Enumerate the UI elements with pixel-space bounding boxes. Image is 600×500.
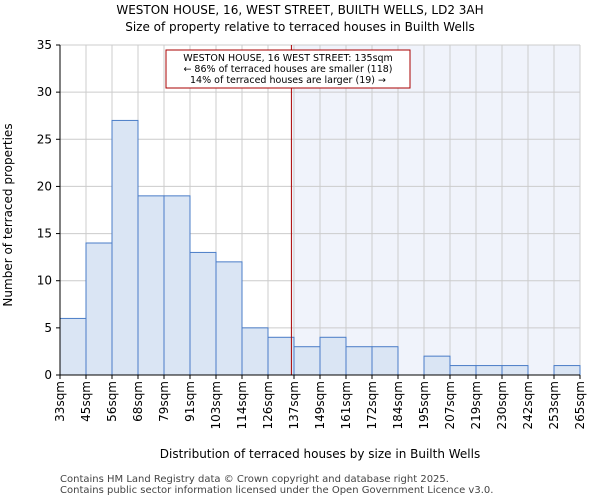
bar-33sqm bbox=[59, 317, 87, 376]
bar-137sqm bbox=[293, 346, 321, 376]
x-tick-label: 253sqm bbox=[547, 381, 561, 429]
gridlines bbox=[59, 44, 581, 376]
x-tick-label: 265sqm bbox=[573, 381, 587, 429]
bar-45sqm bbox=[85, 242, 113, 376]
x-tick-label: 184sqm bbox=[391, 381, 405, 429]
bar-161sqm bbox=[345, 346, 373, 376]
x-tick-label: 68sqm bbox=[131, 381, 145, 422]
x-tick-label: 172sqm bbox=[365, 381, 379, 429]
x-tick-label: 207sqm bbox=[443, 381, 457, 429]
bar-126sqm bbox=[267, 336, 295, 376]
annotation-line-1: WESTON HOUSE, 16 WEST STREET: 135sqm bbox=[183, 53, 393, 64]
larger-region-shading bbox=[291, 45, 580, 375]
x-tick-label: 230sqm bbox=[495, 381, 509, 429]
bar-172sqm bbox=[371, 346, 399, 376]
annotation-frame bbox=[165, 49, 411, 89]
y-tick-label: 0 bbox=[44, 368, 52, 382]
bar-253sqm bbox=[553, 365, 581, 376]
bar-114sqm bbox=[241, 327, 269, 376]
annotation-line-2: ← 86% of terraced houses are smaller (11… bbox=[183, 64, 392, 75]
bar-149sqm bbox=[319, 336, 347, 376]
y-tick-label: 30 bbox=[37, 85, 52, 99]
y-tick-label: 35 bbox=[37, 38, 52, 52]
bar-79sqm bbox=[163, 195, 191, 376]
x-tick-label: 91sqm bbox=[183, 381, 197, 422]
x-tick-label: 126sqm bbox=[261, 381, 275, 429]
x-tick-label: 56sqm bbox=[105, 381, 119, 422]
y-tick-label: 20 bbox=[37, 179, 52, 193]
y-tick-labels: 0 5 10 15 20 25 30 35 bbox=[37, 38, 52, 382]
y-tick-label: 15 bbox=[37, 227, 52, 241]
annotation-box: WESTON HOUSE, 16 WEST STREET: 135sqm ← 8… bbox=[165, 49, 411, 89]
x-tick-label: 114sqm bbox=[235, 381, 249, 429]
chart-title: WESTON HOUSE, 16, WEST STREET, BUILTH WE… bbox=[116, 3, 484, 17]
x-tick-label: 161sqm bbox=[339, 381, 353, 429]
y-tick-label: 25 bbox=[37, 132, 52, 146]
bar-68sqm bbox=[137, 195, 165, 376]
x-tick-label: 33sqm bbox=[53, 381, 67, 422]
footer-line-2: Contains public sector information licen… bbox=[60, 485, 494, 496]
x-tick-label: 219sqm bbox=[469, 381, 483, 429]
x-tick-label: 79sqm bbox=[157, 381, 171, 422]
bar-56sqm bbox=[111, 119, 139, 376]
y-tick-label: 5 bbox=[44, 321, 52, 335]
chart-subtitle: Size of property relative to terraced ho… bbox=[125, 20, 475, 34]
annotation-line-3: 14% of terraced houses are larger (19) → bbox=[190, 75, 386, 86]
bar-103sqm bbox=[215, 261, 243, 376]
y-tick-label: 10 bbox=[37, 274, 52, 288]
x-tick-label: 137sqm bbox=[287, 381, 301, 429]
bar-91sqm bbox=[189, 251, 217, 376]
axes bbox=[56, 44, 581, 379]
bar-230sqm bbox=[501, 365, 529, 376]
x-tick-label: 103sqm bbox=[209, 381, 223, 429]
x-tick-label: 242sqm bbox=[521, 381, 535, 429]
footer-line-1: Contains HM Land Registry data © Crown c… bbox=[60, 474, 449, 485]
x-axis-label: Distribution of terraced houses by size … bbox=[160, 447, 480, 461]
x-tick-label: 45sqm bbox=[79, 381, 93, 422]
y-axis-label: Number of terraced properties bbox=[1, 123, 15, 306]
x-tick-label: 149sqm bbox=[313, 381, 327, 429]
x-tick-label: 195sqm bbox=[417, 381, 431, 429]
bar-219sqm bbox=[475, 365, 503, 376]
bar-207sqm bbox=[449, 365, 477, 376]
bars bbox=[59, 119, 581, 376]
bar-195sqm bbox=[423, 355, 451, 376]
x-tick-labels: 33sqm 45sqm 56sqm 68sqm 79sqm 91sqm 103sqm 114s… bbox=[53, 381, 587, 429]
